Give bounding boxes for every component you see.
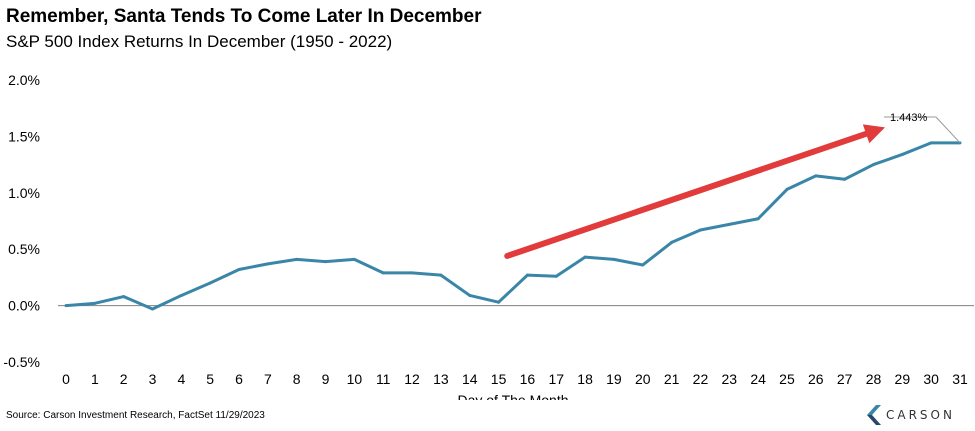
data-point — [295, 257, 299, 261]
chart-title: Remember, Santa Tends To Come Later In D… — [6, 6, 482, 27]
data-point — [785, 187, 789, 191]
x-tick-label: 5 — [206, 371, 214, 387]
data-point — [439, 273, 443, 277]
x-tick-label: 15 — [491, 371, 507, 387]
data-point — [381, 271, 385, 275]
x-tick-label: 24 — [750, 371, 766, 387]
y-tick-label: 1.5% — [8, 128, 40, 144]
data-point — [266, 262, 270, 266]
x-tick-label: 8 — [293, 371, 301, 387]
x-tick-label: 20 — [635, 371, 651, 387]
data-point — [583, 255, 587, 259]
x-tick-label: 6 — [235, 371, 243, 387]
line-chart: -0.5%0.0%0.5%1.0%1.5%2.0% 0 1 2 3 4 5 6 7 8 9 10 11… — [3, 72, 974, 400]
data-point — [929, 141, 933, 145]
x-tick-label: 30 — [923, 371, 939, 387]
data-point — [756, 217, 760, 221]
x-tick-label: 27 — [837, 371, 853, 387]
data-point — [554, 274, 558, 278]
x-axis-label: Day of The Month — [457, 392, 568, 400]
data-point — [843, 177, 847, 181]
trend-arrow-head — [862, 124, 886, 144]
x-tick-label: 31 — [952, 371, 968, 387]
data-point — [208, 281, 212, 285]
x-tick-label: 11 — [376, 371, 391, 387]
x-tick-label: 12 — [404, 371, 420, 387]
data-point — [525, 273, 529, 277]
data-point — [468, 293, 472, 297]
y-tick-label: -0.5% — [3, 354, 40, 370]
data-point — [497, 300, 501, 304]
chart-subtitle: S&P 500 Index Returns In December (1950 … — [6, 32, 393, 51]
x-tick-label: 21 — [664, 371, 680, 387]
x-tick-label: 0 — [62, 371, 70, 387]
x-tick-label: 25 — [779, 371, 795, 387]
data-point — [179, 293, 183, 297]
data-point — [352, 257, 356, 261]
trend-arrow — [504, 124, 886, 259]
value-annotation: 1.443% — [884, 112, 961, 144]
trend-arrow-shaft — [504, 130, 870, 259]
y-tick-label: 1.0% — [8, 185, 40, 201]
x-tick-label: 13 — [433, 371, 449, 387]
data-point — [64, 304, 68, 308]
x-tick-label: 2 — [120, 371, 128, 387]
x-tick-label: 7 — [264, 371, 272, 387]
x-tick-label: 9 — [322, 371, 330, 387]
x-tick-label: 16 — [520, 371, 536, 387]
data-point — [698, 228, 702, 232]
data-point — [237, 268, 241, 272]
x-tick-label: 28 — [866, 371, 882, 387]
carson-logo: CARSON — [864, 404, 955, 426]
carson-chevron-icon — [867, 405, 881, 425]
y-tick-label: 0.0% — [8, 298, 40, 314]
annotation-label: 1.443% — [890, 112, 928, 124]
data-point — [900, 152, 904, 156]
data-point — [324, 260, 328, 264]
data-point — [122, 295, 126, 299]
source-note: Source: Carson Investment Research, Fact… — [6, 410, 265, 421]
data-point — [93, 301, 97, 305]
x-tick-label: 1 — [91, 371, 99, 387]
y-axis-ticks: -0.5% 0.0% 0.5% 1.0% 1.5% 2.0% — [3, 72, 40, 370]
series-line — [65, 141, 960, 311]
x-axis-ticks: 0 1 2 3 4 5 6 7 8 9 10 11 12 13 14 15 16 17 18 19 20 21 22 23 24… — [62, 371, 968, 387]
x-tick-label: 4 — [177, 371, 185, 387]
data-point — [151, 307, 155, 311]
y-tick-label: 2.0% — [8, 72, 40, 88]
x-tick-label: 14 — [462, 371, 478, 387]
x-tick-label: 19 — [606, 371, 622, 387]
data-point — [727, 222, 731, 226]
data-point — [670, 240, 674, 244]
data-point — [814, 174, 818, 178]
data-point — [641, 263, 645, 267]
data-point — [871, 163, 875, 167]
x-tick-label: 23 — [722, 371, 738, 387]
x-tick-label: 22 — [693, 371, 709, 387]
y-tick-label: 0.5% — [8, 241, 40, 257]
x-tick-label: 26 — [808, 371, 824, 387]
x-tick-label: 29 — [895, 371, 911, 387]
data-point — [410, 271, 414, 275]
x-tick-label: 3 — [149, 371, 157, 387]
x-tick-label: 18 — [577, 371, 593, 387]
data-point — [612, 257, 616, 261]
x-tick-label: 17 — [548, 371, 564, 387]
x-tick-label: 10 — [347, 371, 363, 387]
logo-text: CARSON — [886, 408, 955, 422]
annotation-leader — [935, 116, 961, 144]
data-points — [64, 141, 962, 311]
